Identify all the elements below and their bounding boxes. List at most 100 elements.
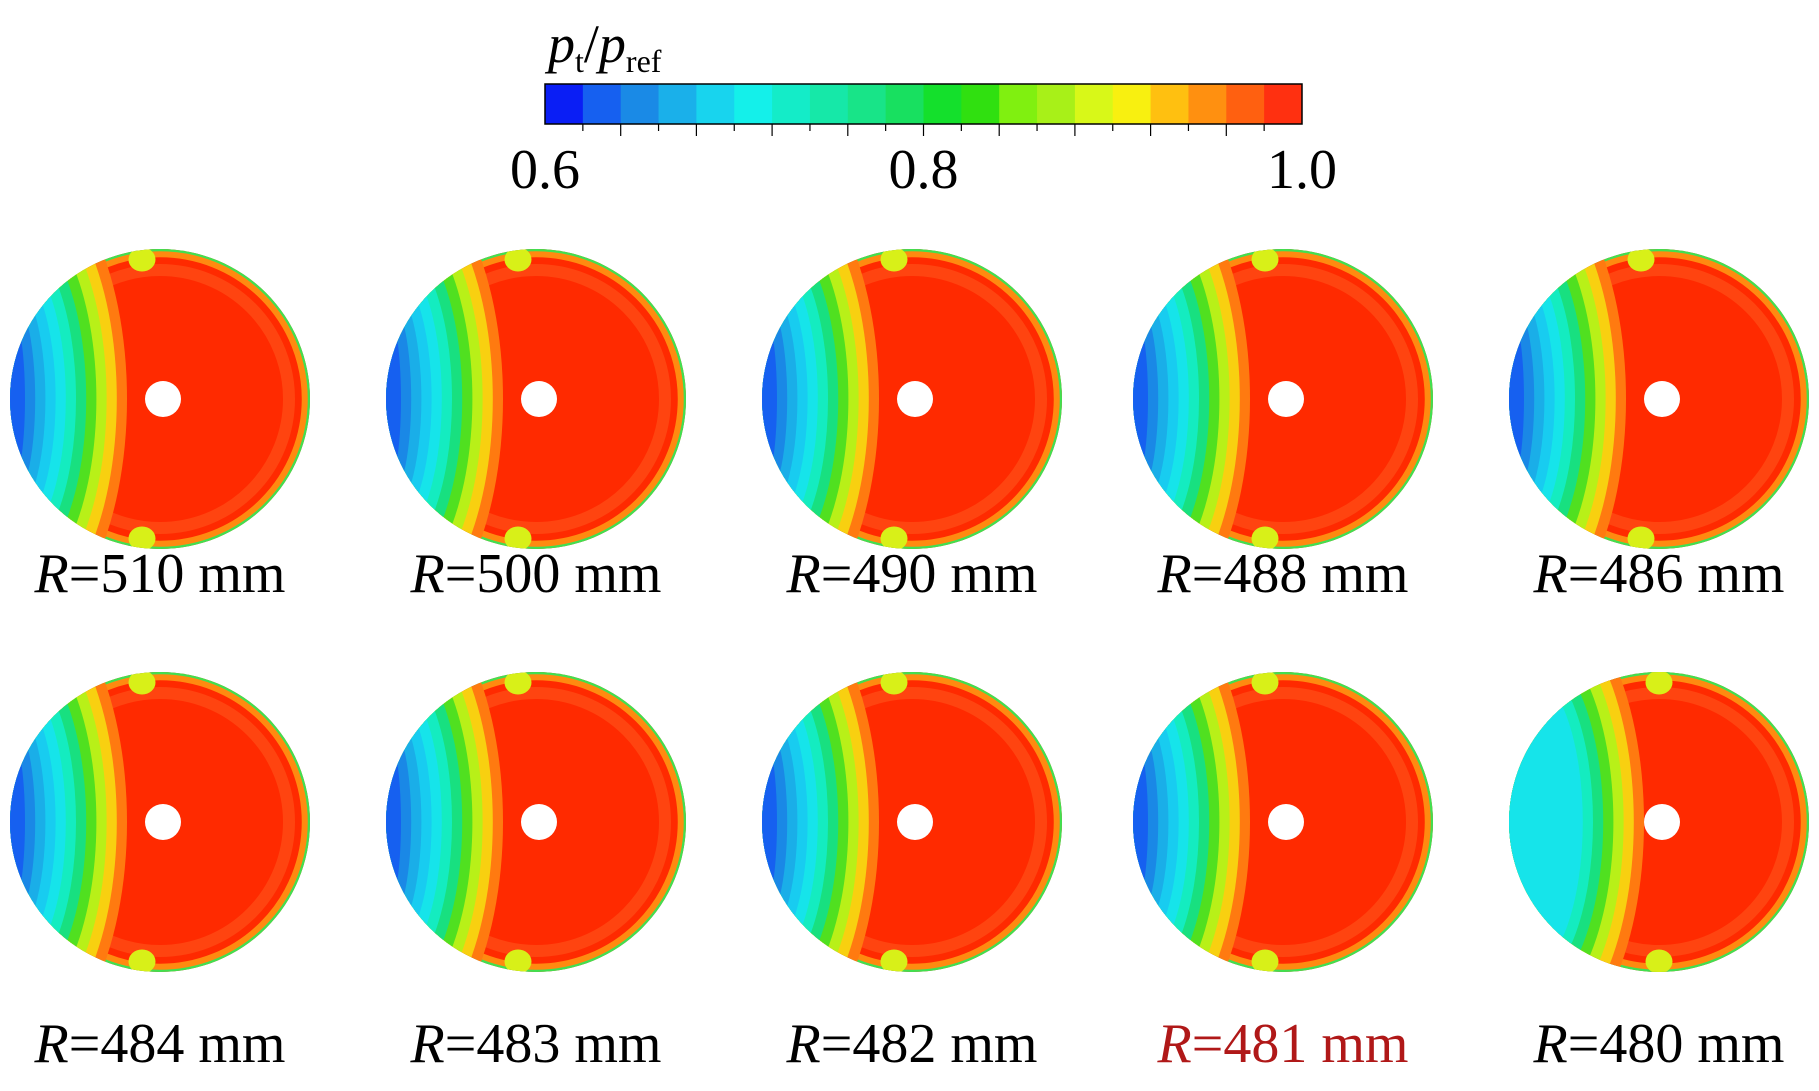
title-symbol: p — [544, 14, 575, 74]
disc-band — [762, 717, 788, 927]
disc-band — [1133, 309, 1148, 489]
disc-notch — [1627, 249, 1655, 272]
panel-value: =490 mm — [821, 543, 1038, 605]
disc-notch — [128, 249, 156, 272]
panel-label: R=488 mm — [1157, 543, 1409, 605]
disc-notch — [1251, 526, 1279, 549]
colorbar-band — [1150, 84, 1189, 124]
colorbar-band — [1226, 84, 1265, 124]
colorbar-band — [1188, 84, 1227, 124]
colorbar-band — [1074, 84, 1114, 124]
disc-notch — [1251, 672, 1279, 695]
disc-notch — [880, 949, 908, 972]
disc-hub — [521, 804, 557, 840]
panel-label: R=480 mm — [1533, 1013, 1785, 1075]
colorbar-band — [545, 84, 584, 124]
panel-variable: R — [786, 543, 821, 605]
disc-notch — [880, 672, 908, 695]
colorbar-tick-label: 0.6 — [510, 139, 580, 201]
panel-label: R=484 mm — [34, 1013, 286, 1075]
disc-notch — [504, 949, 532, 972]
colorbar-band — [1112, 84, 1152, 124]
title-symbol2: p — [595, 14, 626, 74]
disc-notch — [1645, 672, 1673, 695]
disc-hub — [521, 381, 557, 417]
colorbar-band — [961, 84, 1000, 124]
colorbar-band — [847, 84, 887, 124]
colorbar-band — [885, 84, 924, 124]
disc-band — [10, 294, 36, 504]
disc-notch — [128, 526, 156, 549]
disc-band — [1509, 309, 1524, 489]
disc-band — [1133, 732, 1148, 912]
panel-variable: R — [1533, 1013, 1568, 1075]
disc-notch — [128, 672, 156, 695]
colorbar-band — [999, 84, 1038, 124]
disc-notch — [504, 526, 532, 549]
panel-variable: R — [786, 1013, 821, 1075]
disc-hub — [897, 381, 933, 417]
disc-notch — [880, 249, 908, 272]
title-sub: t — [575, 43, 584, 79]
contour-disc — [386, 672, 686, 972]
panel-label: R=482 mm — [786, 1013, 1038, 1075]
disc-band — [762, 732, 777, 912]
colorbar-title: pt/pref — [544, 14, 662, 79]
colorbar-band — [620, 84, 660, 124]
disc-hub — [1644, 804, 1680, 840]
colorbar-band — [772, 84, 811, 124]
disc-band — [386, 717, 412, 927]
panel-variable: R — [1533, 543, 1568, 605]
colorbar: 0.6 0.8 1.0 — [510, 83, 1337, 201]
disc-notch — [1645, 949, 1673, 972]
disc-band — [762, 294, 788, 504]
disc-hub — [897, 804, 933, 840]
disc-hub — [1268, 381, 1304, 417]
panels: R=510 mm R=500 mm R=490 mm R=488 mm R=486 mm… — [10, 249, 1809, 1075]
panel-variable: R — [1157, 543, 1192, 605]
colorbar-band — [696, 84, 735, 124]
disc-notch — [1251, 249, 1279, 272]
panel-value: =484 mm — [69, 1013, 286, 1075]
colorbar-band — [1264, 84, 1303, 124]
contour-disc — [1509, 672, 1809, 972]
panel-value: =481 mm — [1192, 1013, 1409, 1075]
disc-hub — [1268, 804, 1304, 840]
disc-hub — [145, 804, 181, 840]
disc-hub — [145, 381, 181, 417]
disc-notch — [504, 249, 532, 272]
panel-variable: R — [34, 1013, 69, 1075]
disc-band — [386, 294, 412, 504]
disc-band — [386, 309, 401, 489]
colorbar-band — [1037, 84, 1076, 124]
panel-variable: R — [410, 1013, 445, 1075]
panel-variable: R — [34, 543, 69, 605]
disc-band — [1509, 672, 1583, 972]
panel-value: =486 mm — [1568, 543, 1785, 605]
panel-value: =488 mm — [1192, 543, 1409, 605]
disc-band — [10, 309, 25, 489]
panel-label: R=481 mm — [1157, 1013, 1409, 1075]
panel-value: =482 mm — [821, 1013, 1038, 1075]
panel-value: =480 mm — [1568, 1013, 1785, 1075]
disc-hub — [1644, 381, 1680, 417]
panel-label: R=486 mm — [1533, 543, 1785, 605]
disc-notch — [504, 672, 532, 695]
colorbar-band — [923, 84, 962, 124]
panel-value: =483 mm — [445, 1013, 662, 1075]
disc-band — [386, 732, 401, 912]
disc-band — [10, 717, 36, 927]
contour-disc — [1133, 672, 1433, 972]
panel-label: R=500 mm — [410, 543, 662, 605]
colorbar-band — [658, 84, 697, 124]
disc-notch — [1251, 949, 1279, 972]
panel-label: R=483 mm — [410, 1013, 662, 1075]
disc-band — [762, 309, 777, 489]
colorbar-band — [582, 84, 622, 124]
disc-band — [10, 732, 25, 912]
colorbar-band — [809, 84, 849, 124]
panel-value: =500 mm — [445, 543, 662, 605]
colorbar-band — [734, 84, 773, 124]
